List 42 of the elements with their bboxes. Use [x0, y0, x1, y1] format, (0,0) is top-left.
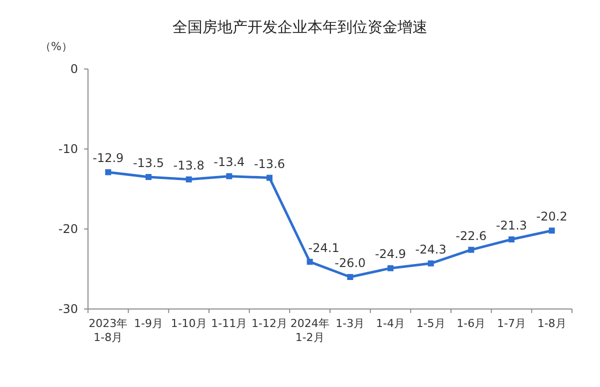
point	[186, 176, 192, 182]
y-tick-label: -30	[58, 302, 78, 316]
x-tick-label: 1-11月	[211, 317, 248, 330]
point	[468, 246, 474, 253]
point	[266, 174, 272, 181]
point	[388, 265, 394, 272]
data-label: -26.0	[334, 256, 366, 270]
point	[146, 174, 152, 180]
data-label: -20.2	[536, 210, 568, 224]
y-axis-title: （%）	[40, 40, 72, 53]
x-tick-label: 1-7月	[497, 317, 526, 330]
x-tick-label: 1-5月	[416, 317, 446, 330]
x-tick-label: 2024年 1-2月	[290, 317, 330, 344]
x-tick-label: 1-10月	[170, 317, 207, 330]
data-label: -13.6	[254, 156, 286, 171]
y-tick-label: -10	[58, 142, 78, 156]
y-tick-label: -20	[58, 222, 78, 236]
point	[548, 228, 555, 234]
x-tick-label: 1-3月	[336, 317, 365, 330]
x-tick-label: 1-12月	[252, 317, 288, 330]
point	[105, 169, 112, 176]
data-label: -13.8	[173, 158, 204, 172]
point	[347, 274, 354, 280]
data-label: -24.9	[374, 247, 406, 262]
data-label: -12.9	[92, 151, 124, 166]
data-label: -13.4	[214, 155, 245, 170]
data-label: -24.1	[308, 240, 340, 255]
point	[306, 258, 313, 265]
y-tick-label: 0	[70, 62, 78, 76]
chart-title: 全国房地产开发企业本年到位资金增速	[172, 18, 428, 36]
x-tick-label: 1-4月	[376, 317, 405, 330]
x-tick-label: 2023年 1-8月	[88, 317, 128, 344]
data-label: -24.3	[415, 242, 446, 256]
x-tick-label: 1-8月	[537, 317, 566, 330]
point	[226, 173, 232, 180]
point	[428, 260, 434, 266]
data-label: -22.6	[456, 228, 487, 243]
data-label: -21.3	[496, 218, 528, 232]
point	[508, 236, 514, 242]
x-tick-label: 1-6月	[456, 317, 486, 330]
x-tick-label: 1-9月	[134, 317, 163, 330]
data-label: -13.5	[132, 156, 164, 170]
